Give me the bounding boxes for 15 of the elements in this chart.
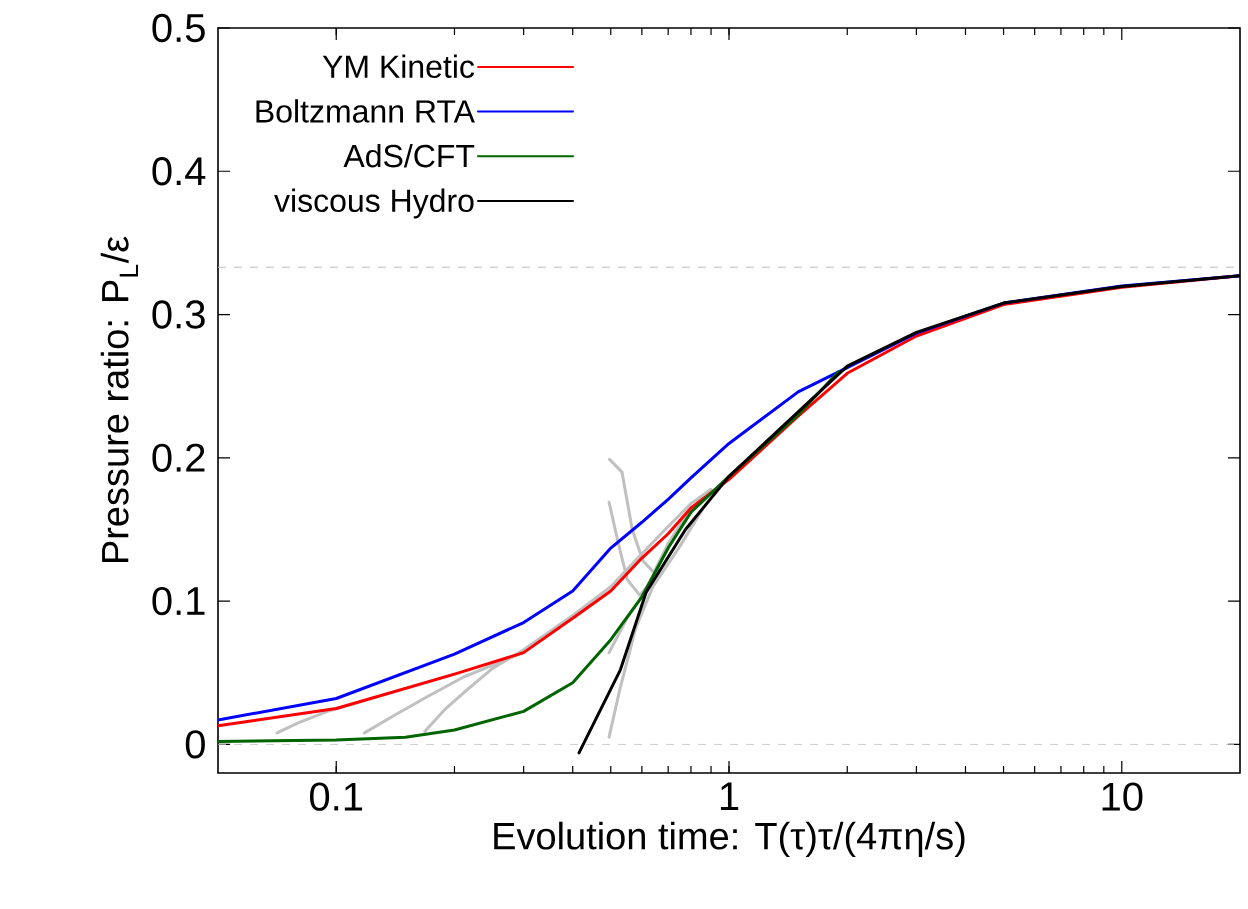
y-tick-label: 0.4 bbox=[152, 157, 206, 186]
legend-label: AdS/CFT bbox=[343, 143, 475, 168]
y-tick-label: 0 bbox=[185, 730, 205, 759]
y-tick-label: 0.1 bbox=[152, 586, 205, 616]
y-tick-label: 0.5 bbox=[152, 13, 205, 43]
y-axis-title: Pressure ratio: P$_{L}$/ε bbox=[100, 236, 138, 563]
x-axis-title: Evolution time: T(τ)τ/(4πη/s) bbox=[494, 821, 965, 858]
y-tick-label: 0.3 bbox=[152, 300, 205, 329]
y-tick-label: 0.2 bbox=[152, 443, 205, 472]
x-tick-label: 10 bbox=[1102, 782, 1143, 811]
x-tick-label: 1 bbox=[720, 782, 739, 811]
legend-label: viscous Hydro bbox=[274, 188, 474, 219]
x-tick-label: 0.1 bbox=[310, 782, 363, 811]
legend-label: Boltzmann RTA bbox=[256, 99, 475, 123]
legend-label: YM Kinetic bbox=[322, 54, 475, 79]
